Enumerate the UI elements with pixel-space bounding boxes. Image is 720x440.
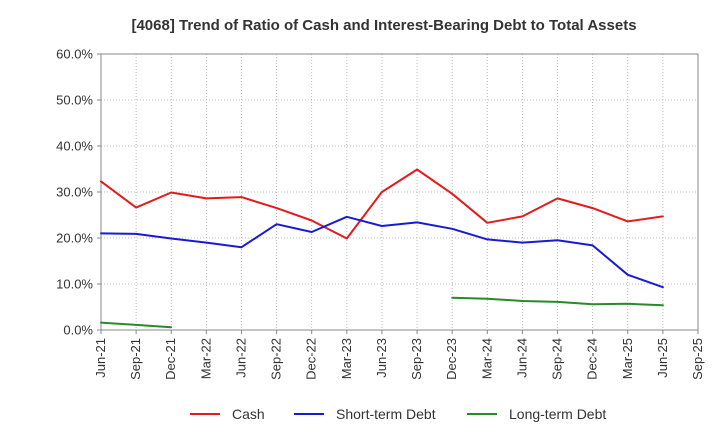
y-tick-label: 30.0%: [56, 185, 93, 200]
x-tick-label: Mar-24: [479, 338, 494, 379]
x-axis: Jun-21 Sep-21 Dec-21 Mar-22 Jun-22 Sep-22 Dec-…: [93, 330, 705, 380]
series-line-short-term-debt: [100, 215, 664, 289]
x-tick-label: Mar-22: [198, 338, 213, 379]
x-tick-label: Sep-21: [128, 338, 143, 380]
series: [100, 168, 664, 329]
x-tick-label: Jun-23: [374, 338, 389, 378]
x-tick-label: Dec-21: [163, 338, 178, 380]
x-tick-label: Jun-21: [93, 338, 108, 378]
x-tick-label: Dec-22: [304, 338, 319, 380]
x-tick-label: Mar-25: [620, 338, 635, 379]
legend-label: Short-term Debt: [336, 406, 436, 422]
x-tick-label: Dec-23: [444, 338, 459, 380]
y-tick-label: 50.0%: [56, 93, 93, 108]
legend-label: Cash: [232, 406, 265, 422]
x-tick-label: Sep-24: [550, 338, 565, 380]
series-line-long-term-debt: [100, 321, 173, 329]
y-axis: 0.0% 10.0% 20.0% 30.0% 40.0% 50.0% 60.0%: [56, 47, 101, 338]
x-tick-label: Jun-22: [233, 338, 248, 378]
legend: Cash Short-term Debt Long-term Debt: [190, 406, 606, 422]
x-tick-label: Jun-24: [514, 338, 529, 378]
series-line-cash: [100, 168, 664, 240]
x-tick-label: Mar-23: [339, 338, 354, 379]
y-tick-label: 10.0%: [56, 277, 93, 292]
series-line-long-term-debt: [451, 296, 664, 307]
x-tick-label: Dec-24: [585, 338, 600, 380]
x-tick-label: Jun-25: [655, 338, 670, 378]
chart-title: [4068] Trend of Ratio of Cash and Intere…: [131, 17, 636, 34]
x-tick-label: Sep-25: [690, 338, 705, 380]
grid: [100, 53, 699, 331]
y-tick-label: 40.0%: [56, 139, 93, 154]
y-tick-label: 0.0%: [63, 323, 93, 338]
x-tick-label: Sep-23: [409, 338, 424, 380]
x-tick-label: Sep-22: [269, 338, 284, 380]
y-tick-label: 60.0%: [56, 47, 93, 62]
y-tick-label: 20.0%: [56, 231, 93, 246]
legend-label: Long-term Debt: [509, 406, 606, 422]
